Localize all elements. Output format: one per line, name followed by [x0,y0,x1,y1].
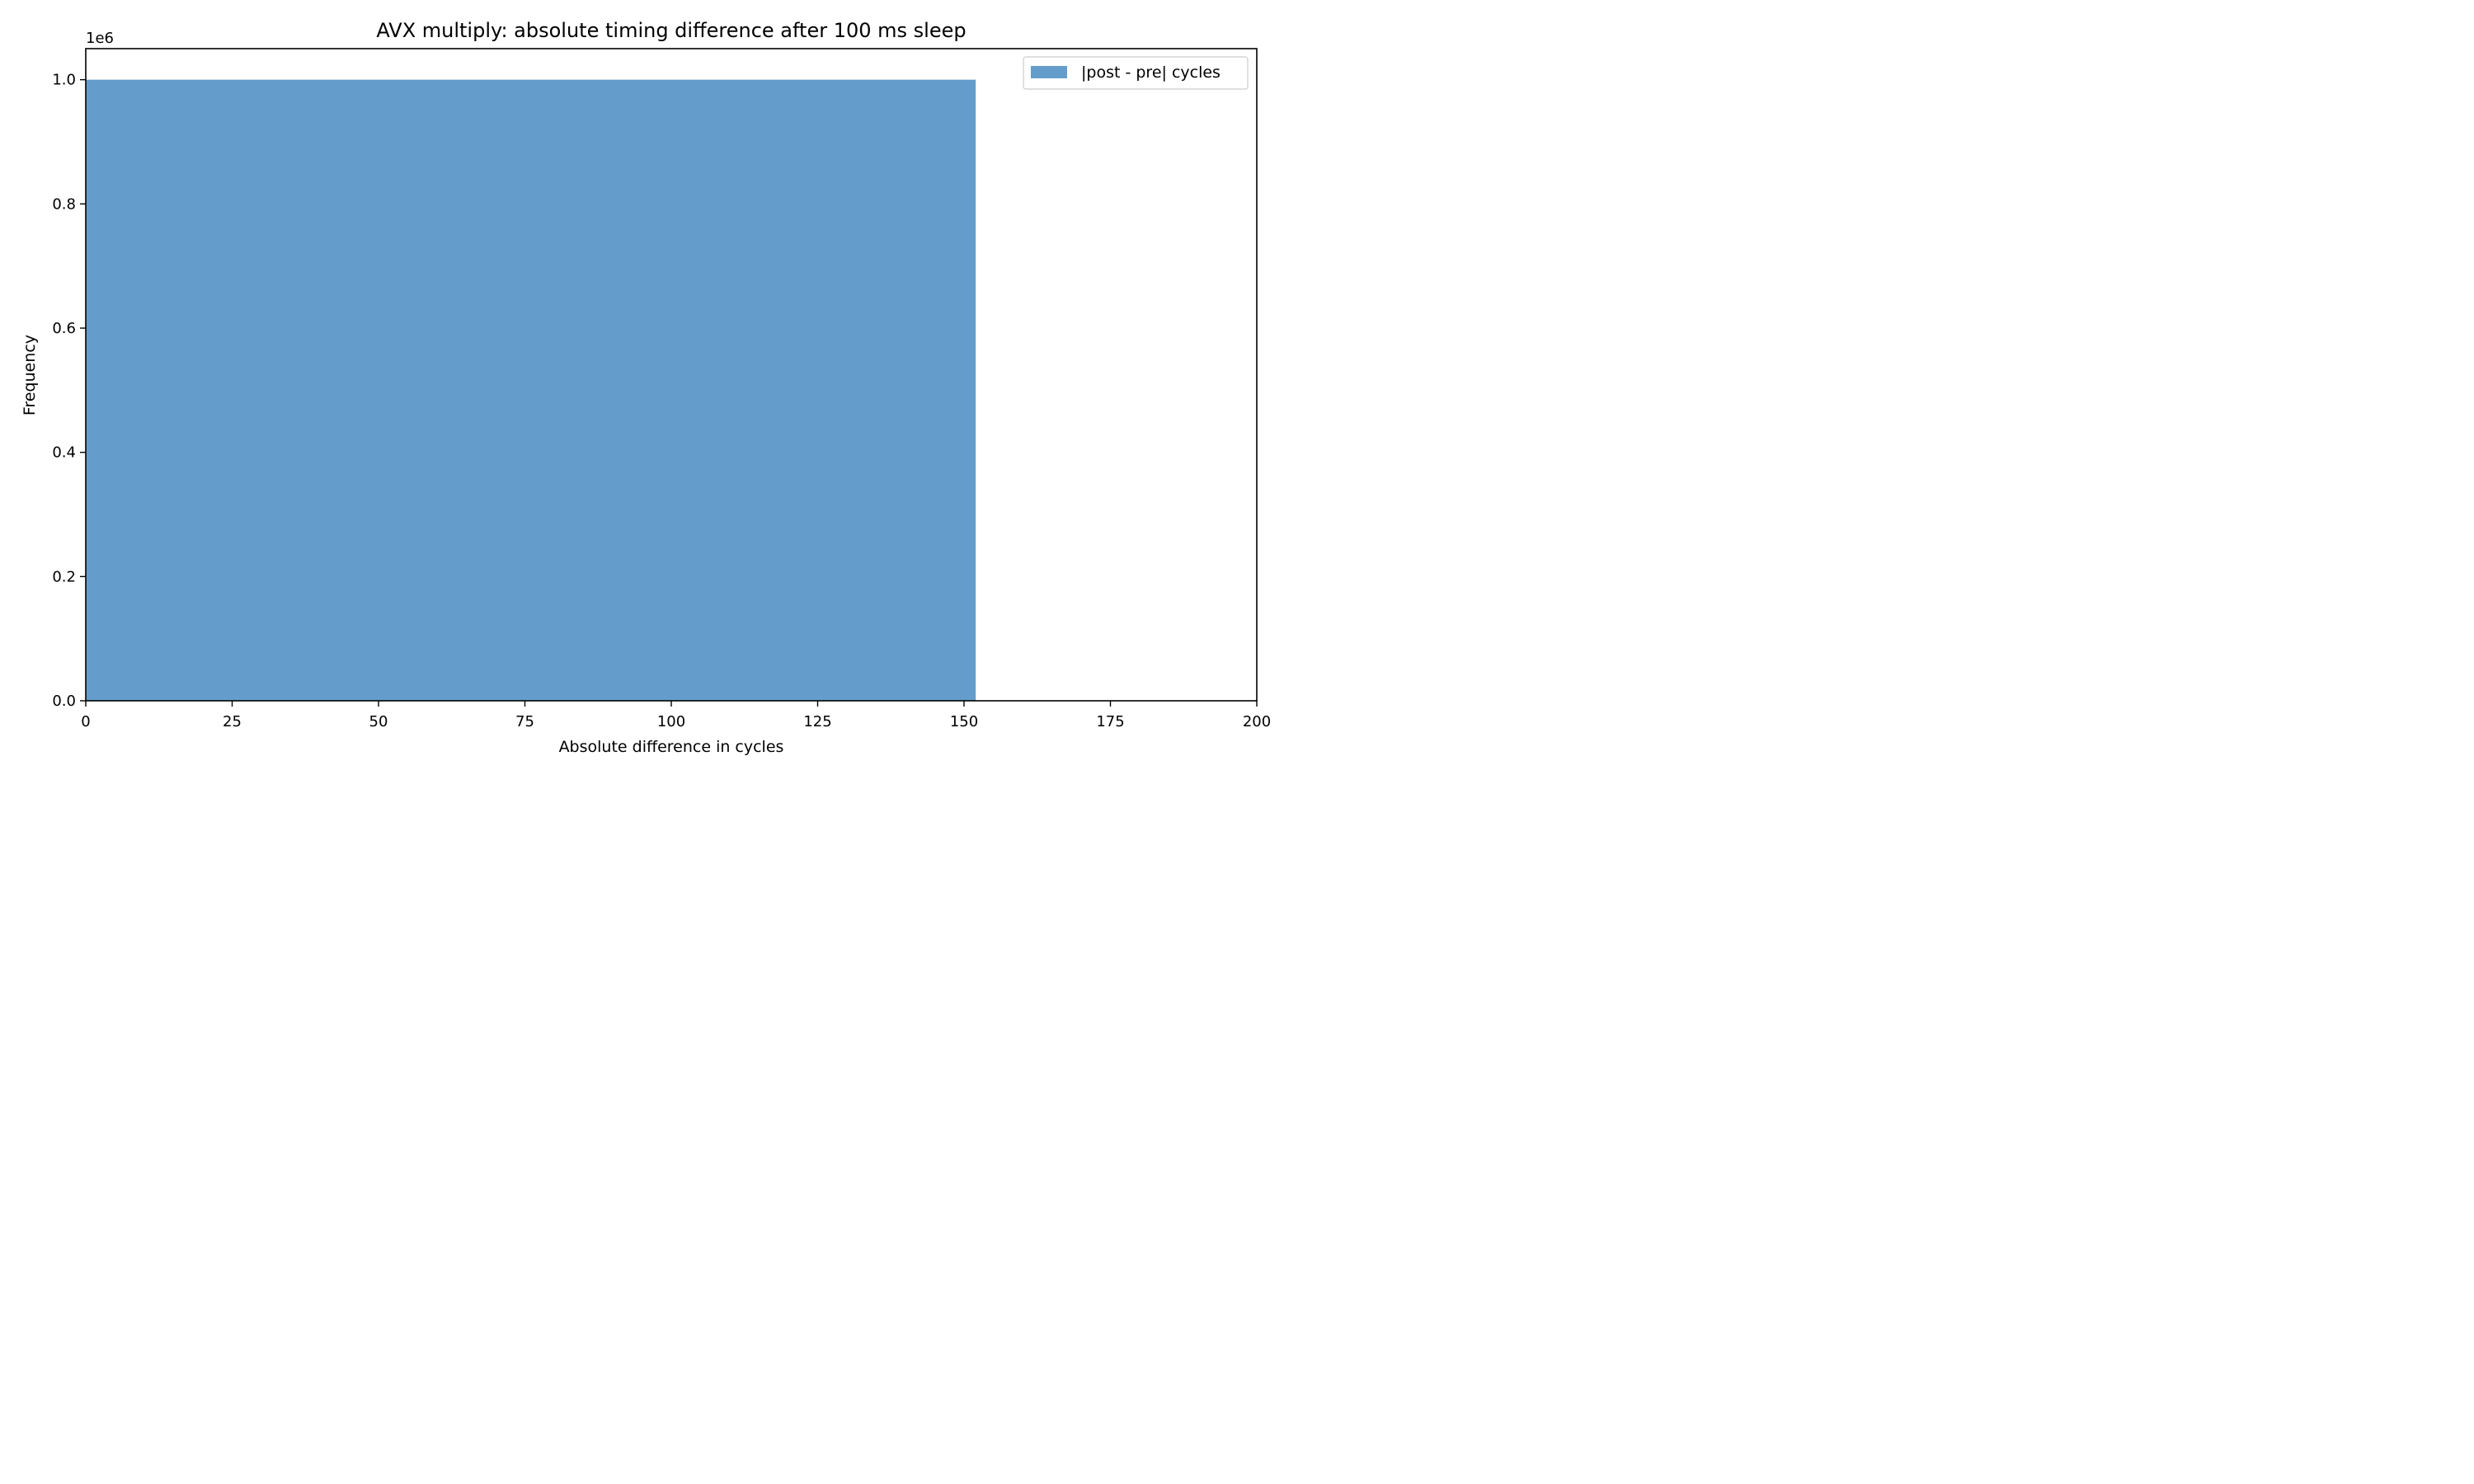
y-tick-label: 0.8 [52,195,76,213]
y-tick-label: 1.0 [52,72,76,89]
legend-swatch [1031,66,1067,78]
x-tick-label: 200 [1243,713,1271,730]
x-tick-label: 75 [515,713,534,730]
histogram-chart: AVX multiply: absolute timing difference… [0,0,1293,775]
y-axis-label: Frequency [21,335,39,416]
y-axis-ticks: 0.0 0.2 0.4 0.6 0.8 1.0 [52,72,86,710]
y-offset-label: 1e6 [86,30,114,47]
y-tick-label: 0.0 [52,693,76,710]
legend-label: |post - pre| cycles [1081,63,1221,82]
y-tick-label: 0.4 [52,444,76,462]
chart-title: AVX multiply: absolute timing difference… [376,19,966,42]
histogram-bar [86,79,976,701]
x-tick-label: 150 [950,713,978,730]
x-tick-label: 50 [369,713,388,730]
legend: |post - pre| cycles [1023,56,1249,90]
x-tick-label: 175 [1096,713,1124,730]
x-tick-label: 125 [803,713,831,730]
x-tick-label: 100 [657,713,685,730]
y-tick-label: 0.2 [52,568,76,585]
bars-group [86,79,976,701]
x-tick-label: 25 [223,713,242,730]
x-axis-ticks: 0 25 50 75 100 125 150 175 200 [81,701,1271,730]
x-axis-label: Absolute difference in cycles [559,738,784,756]
y-tick-label: 0.6 [52,320,76,337]
x-tick-label: 0 [81,713,90,730]
legend-frame [1023,56,1249,90]
